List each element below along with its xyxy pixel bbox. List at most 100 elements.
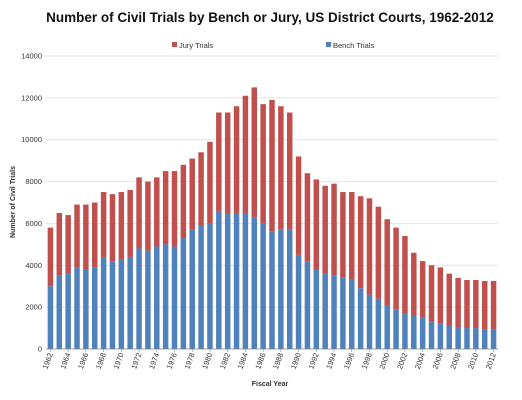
jury-bar-2011 [481, 280, 488, 330]
jury-bar-2003 [411, 252, 417, 316]
bench-bar-1999 [375, 298, 382, 349]
y-axis-ticks: 0 2000 4000 6000 8000 10000 12000 14000 [21, 52, 42, 354]
jury-bar-1993 [322, 185, 328, 274]
jury-bar-1995 [340, 192, 346, 278]
jury-bar-2005 [428, 265, 435, 322]
bench-bar-1972 [136, 248, 142, 349]
jury-bar-1969 [109, 194, 116, 262]
jury-bar-1965 [74, 204, 80, 268]
jury-bar-1976 [171, 171, 178, 247]
x-tick-label: 1998 [360, 352, 374, 371]
x-tick-label: 2002 [395, 352, 409, 371]
bench-bar-2009 [464, 328, 470, 349]
bench-bar-2005 [428, 321, 435, 349]
x-tick-label: 1974 [147, 352, 161, 371]
jury-bar-1996 [349, 192, 355, 280]
jury-bar-2007 [446, 273, 452, 326]
bench-bar-1985 [251, 217, 258, 349]
x-tick-label: 1994 [324, 352, 338, 371]
y-tick-label: 12000 [21, 93, 42, 102]
bench-bar-1964 [65, 273, 71, 349]
y-tick-label: 6000 [25, 219, 42, 228]
bench-bar-1974 [154, 246, 160, 349]
jury-bar-1990 [295, 156, 302, 255]
jury-bar-1999 [375, 206, 382, 299]
bench-bar-2010 [473, 328, 479, 349]
jury-bar-1987 [269, 99, 275, 232]
x-tick-label: 2010 [466, 352, 480, 371]
jury-bar-1994 [331, 183, 337, 276]
jury-bar-1983 [233, 106, 240, 213]
jury-bar-2002 [402, 235, 408, 314]
bars [47, 87, 497, 349]
x-tick-label: 2012 [484, 352, 498, 371]
jury-bar-1967 [92, 202, 98, 268]
y-tick-label: 4000 [25, 261, 42, 270]
x-axis-label: Fiscal Year [252, 381, 289, 388]
bench-bar-1997 [357, 288, 364, 349]
bench-bar-1970 [118, 259, 125, 349]
bench-bar-1963 [56, 275, 63, 349]
bench-bar-1991 [304, 261, 311, 349]
jury-bar-2008 [455, 277, 461, 328]
x-tick-label: 1968 [94, 352, 108, 371]
jury-bar-1971 [127, 189, 133, 257]
bench-bar-1969 [109, 261, 116, 349]
legend-label-jury: Jury Trials [179, 41, 213, 50]
bench-bar-1979 [198, 225, 204, 349]
bench-bar-1995 [340, 277, 346, 349]
y-tick-label: 14000 [21, 52, 42, 61]
jury-bar-1964 [65, 215, 71, 274]
x-tick-label: 1976 [165, 352, 179, 371]
bench-bar-1988 [278, 229, 284, 349]
bench-bar-1966 [83, 269, 89, 349]
jury-bar-1973 [145, 181, 151, 251]
bench-bar-2012 [490, 329, 497, 349]
bench-bar-1973 [145, 250, 151, 349]
bench-bar-1977 [180, 238, 187, 349]
bench-bar-1996 [349, 279, 355, 349]
x-tick-label: 2008 [448, 352, 462, 371]
jury-bar-1975 [162, 171, 169, 245]
bench-bar-2008 [455, 327, 461, 349]
x-tick-label: 2006 [431, 352, 445, 371]
jury-bar-1991 [304, 173, 311, 262]
bench-bar-1993 [322, 273, 328, 349]
jury-bar-1979 [198, 152, 204, 226]
bench-bar-2004 [419, 317, 426, 349]
x-tick-label: 1996 [342, 352, 356, 371]
jury-bar-1977 [180, 164, 187, 239]
x-tick-label: 1978 [182, 352, 196, 371]
legend-swatch-jury [172, 42, 177, 47]
bench-bar-1962 [47, 286, 54, 349]
x-tick-label: 1988 [271, 352, 285, 371]
bench-bar-1978 [189, 229, 195, 349]
jury-bar-1982 [224, 112, 231, 213]
bench-bar-2007 [446, 325, 452, 349]
bench-bar-1984 [242, 212, 249, 349]
bench-bar-2003 [411, 315, 417, 349]
jury-bar-1974 [154, 177, 160, 247]
jury-bar-1985 [251, 87, 258, 218]
x-tick-label: 2004 [413, 352, 427, 371]
chart-title: Number of Civil Trials by Bench or Jury,… [46, 10, 494, 25]
bench-bar-1981 [216, 210, 222, 349]
x-tick-label: 1992 [307, 352, 321, 371]
jury-bar-2009 [464, 279, 470, 329]
x-tick-label: 1962 [41, 352, 55, 371]
bench-bar-2006 [437, 323, 444, 349]
bench-bar-1967 [92, 267, 98, 349]
jury-bar-1966 [83, 204, 89, 270]
jury-bar-1984 [242, 95, 249, 213]
jury-bar-1988 [278, 106, 284, 230]
jury-bar-1998 [366, 198, 373, 295]
bench-bar-2000 [384, 305, 390, 349]
jury-bar-1963 [56, 212, 63, 276]
bench-bar-1971 [127, 256, 133, 349]
x-tick-label: 1966 [76, 352, 90, 371]
x-tick-label: 1970 [112, 352, 126, 371]
y-axis-label: Number of Civil Trials [10, 166, 17, 238]
x-tick-label: 1980 [200, 352, 214, 371]
jury-bar-1980 [207, 141, 213, 224]
